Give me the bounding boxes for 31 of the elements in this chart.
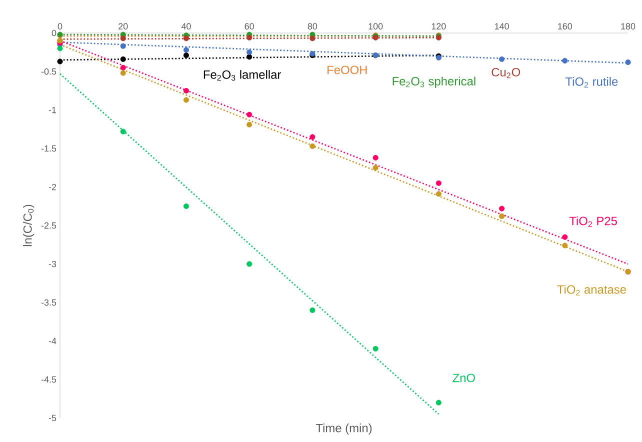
series-label: Fe$_{2}$O$_{3}$ lamellar [204,70,282,81]
x-tick-label: 160 [558,23,572,30]
series-label: ZnO [452,374,475,382]
y-tick-label: -5 [48,414,56,422]
y-tick-label: -2 [48,184,56,190]
text: Fe$_{2}$O$_{3}$ spherical [392,76,476,88]
x-tick-label: 40 [181,23,191,30]
y-axis-title: ln(C/C$_{0}$) [23,204,34,246]
x-tick-label: 180 [621,23,636,30]
series-label: TiO$_{2}$ anatase [557,284,626,296]
series-label: TiO$_{2}$ rutile [565,77,618,88]
y-tick-label: 0 [52,30,56,36]
x-tick-label: 100 [368,23,383,30]
text: FeOOH [328,66,367,74]
y-tick-label: -1 [48,106,56,114]
x-tick-label: 80 [308,23,318,30]
x-tick-label: 120 [432,23,446,30]
series-label: TiO$_{2}$ P25 [569,216,617,227]
y-tick-label: -4 [48,338,56,344]
y-tick-label: -3.5 [41,299,56,306]
y-tick-label: -3 [48,260,56,268]
x-tick-label: 20 [118,23,128,30]
y-tick-label: -2.5 [41,222,56,229]
y-tick-label: -0.5 [41,68,56,75]
x-tick-label: 60 [244,23,254,30]
text: Cu$_{2}$O [492,68,520,78]
x-tick-label: 140 [494,23,509,30]
x-tick-label: 0 [58,23,62,30]
x-axis-title: Time (min) [316,424,372,435]
y-tick-label: -1.5 [41,145,56,152]
y-tick-label: -4.5 [41,376,56,383]
